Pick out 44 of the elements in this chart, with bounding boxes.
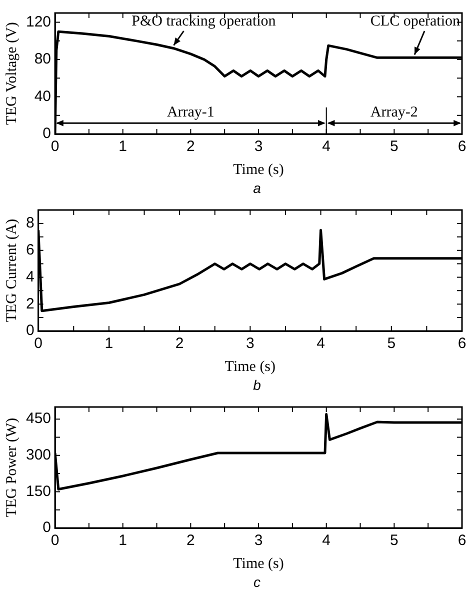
y-tick-label: 150 (26, 482, 52, 500)
y-axis-title: TEG Power (W) (4, 418, 20, 518)
x-tick-label: 4 (322, 138, 331, 156)
x-tick-label: 2 (186, 138, 195, 156)
y-tick-label: 40 (34, 88, 52, 105)
y-tick-label: 450 (26, 410, 52, 428)
text: a (252, 180, 262, 197)
x-tick-label: 6 (458, 335, 466, 352)
x-tick-label: 5 (390, 532, 398, 550)
x-tick-label: 1 (118, 138, 128, 156)
y-tick-label: 0 (26, 322, 34, 340)
x-tick-label: 5 (390, 138, 398, 156)
x-tick-label: 3 (254, 532, 263, 550)
x-tick-label: 1 (118, 532, 128, 550)
x-axis-title: Time (s) (224, 358, 276, 375)
y-tick-label: 8 (26, 214, 34, 232)
y-tick-label: 0 (42, 125, 52, 142)
y-tick-label: 2 (26, 295, 34, 312)
y-tick-label: 120 (26, 13, 52, 30)
x-axis-title: Time (s) (233, 162, 284, 178)
text: c (252, 574, 262, 591)
annotation: CLC operation (370, 13, 460, 30)
annotation: Array-2 (370, 104, 418, 121)
x-tick-label: 4 (316, 335, 325, 352)
x-tick-label: 3 (246, 335, 254, 352)
y-axis-title: TEG Current (A) (4, 218, 20, 322)
y-tick-label: 6 (26, 241, 34, 258)
x-tick-label: 5 (387, 335, 396, 352)
x-tick-label: 4 (322, 532, 331, 550)
x-tick-label: 2 (175, 335, 184, 352)
y-tick-label: 4 (26, 268, 34, 286)
text: b (252, 377, 262, 394)
y-tick-label: 80 (34, 50, 52, 68)
y-tick-label: 300 (26, 446, 52, 464)
y-tick-label: 0 (42, 519, 52, 536)
x-tick-label: 3 (254, 138, 263, 156)
annotation: P&O tracking operation (132, 13, 276, 30)
x-tick-label: 6 (458, 532, 466, 550)
x-tick-label: 6 (458, 138, 466, 156)
x-tick-label: 2 (186, 532, 195, 550)
y-axis-title: TEG Voltage (V) (4, 22, 20, 125)
x-axis-title: Time (s) (233, 556, 284, 572)
x-tick-label: 1 (104, 335, 114, 352)
annotation: Array-1 (166, 104, 214, 121)
